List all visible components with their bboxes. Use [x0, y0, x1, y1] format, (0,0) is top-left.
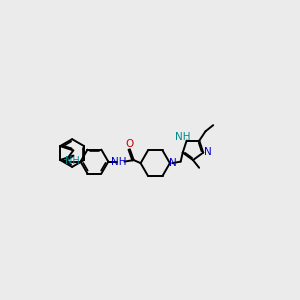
Text: N: N: [169, 158, 177, 168]
Text: NH: NH: [111, 157, 127, 166]
Text: NH: NH: [175, 132, 190, 142]
Text: N: N: [204, 147, 212, 157]
Text: NH: NH: [65, 156, 80, 166]
Text: O: O: [125, 139, 133, 149]
